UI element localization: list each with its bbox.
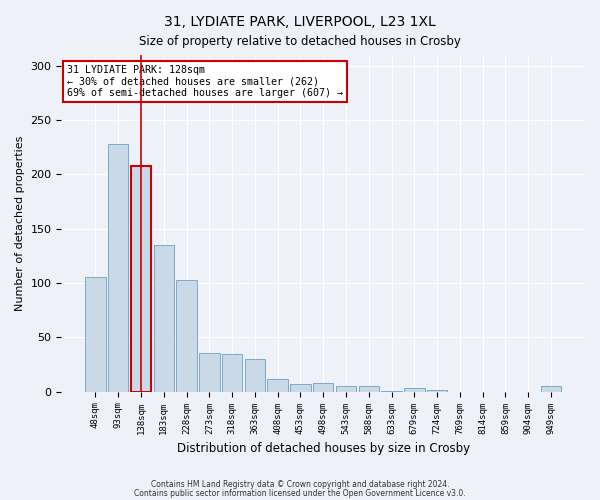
Text: 31 LYDIATE PARK: 128sqm
← 30% of detached houses are smaller (262)
69% of semi-d: 31 LYDIATE PARK: 128sqm ← 30% of detache… bbox=[67, 65, 343, 98]
X-axis label: Distribution of detached houses by size in Crosby: Distribution of detached houses by size … bbox=[176, 442, 470, 455]
Text: 31, LYDIATE PARK, LIVERPOOL, L23 1XL: 31, LYDIATE PARK, LIVERPOOL, L23 1XL bbox=[164, 15, 436, 29]
Bar bbox=[268, 378, 288, 392]
Y-axis label: Number of detached properties: Number of detached properties bbox=[15, 136, 25, 311]
Text: Contains public sector information licensed under the Open Government Licence v3: Contains public sector information licen… bbox=[134, 488, 466, 498]
Bar bbox=[336, 386, 356, 392]
Bar bbox=[381, 390, 402, 392]
Bar bbox=[404, 388, 425, 392]
Text: Contains HM Land Registry data © Crown copyright and database right 2024.: Contains HM Land Registry data © Crown c… bbox=[151, 480, 449, 489]
Bar bbox=[245, 359, 265, 392]
Bar bbox=[85, 276, 106, 392]
Bar bbox=[154, 245, 174, 392]
Text: Size of property relative to detached houses in Crosby: Size of property relative to detached ho… bbox=[139, 35, 461, 48]
Bar bbox=[359, 386, 379, 392]
Bar bbox=[313, 383, 334, 392]
Bar bbox=[222, 354, 242, 392]
Bar bbox=[176, 280, 197, 392]
Bar bbox=[108, 144, 128, 392]
Bar bbox=[131, 166, 151, 392]
Bar bbox=[290, 384, 311, 392]
Bar bbox=[541, 386, 561, 392]
Bar bbox=[427, 390, 448, 392]
Bar bbox=[199, 352, 220, 392]
